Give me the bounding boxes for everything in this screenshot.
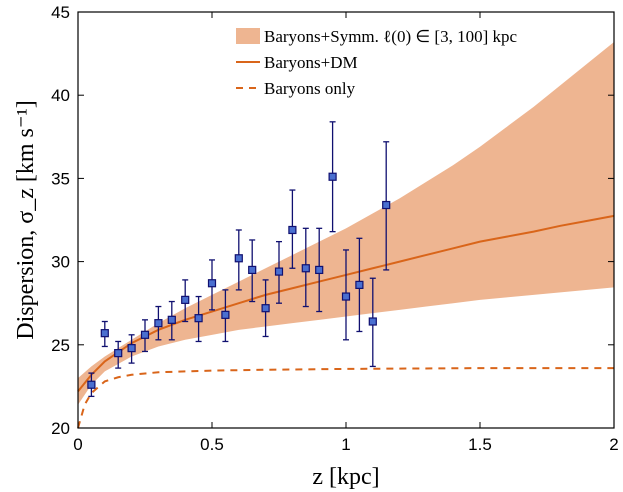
data-marker bbox=[127, 344, 136, 353]
data-marker bbox=[87, 380, 96, 389]
legend-label: Baryons+Symm. ℓ(0) ∈ [3, 100] kpc bbox=[264, 27, 517, 46]
x-tick-label: 1.5 bbox=[468, 435, 492, 454]
data-point bbox=[288, 189, 297, 269]
data-marker bbox=[221, 310, 230, 319]
data-marker bbox=[234, 254, 243, 263]
data-marker bbox=[355, 280, 364, 289]
data-point bbox=[114, 340, 123, 369]
data-point bbox=[194, 295, 203, 343]
symmetron-band bbox=[78, 41, 614, 405]
legend-item: Baryons+Symm. ℓ(0) ∈ [3, 100] kpc bbox=[236, 27, 517, 46]
data-marker bbox=[194, 314, 203, 323]
data-marker bbox=[207, 279, 217, 288]
data-marker bbox=[274, 267, 284, 276]
data-marker bbox=[315, 265, 324, 275]
data-marker bbox=[261, 304, 270, 313]
y-tick-label: 25 bbox=[51, 336, 70, 355]
legend-item: Baryons only bbox=[236, 79, 356, 98]
data-point bbox=[181, 279, 190, 323]
data-marker bbox=[154, 319, 163, 328]
data-point bbox=[382, 141, 391, 271]
x-tick-label: 0.5 bbox=[200, 435, 224, 454]
y-tick-label: 45 bbox=[51, 3, 70, 22]
y-tick-label: 20 bbox=[51, 419, 70, 438]
y-axis-title: Dispersion, σ_z [km s⁻¹] bbox=[13, 100, 39, 339]
y-tick-label: 40 bbox=[51, 86, 70, 105]
data-point bbox=[274, 240, 284, 304]
data-point bbox=[328, 121, 337, 233]
data-marker bbox=[181, 295, 190, 304]
data-point bbox=[355, 237, 364, 333]
legend-label: Baryons+DM bbox=[264, 53, 358, 72]
data-point bbox=[100, 320, 109, 348]
data-marker bbox=[114, 349, 123, 358]
data-marker bbox=[382, 200, 391, 210]
data-marker bbox=[100, 329, 109, 338]
data-point bbox=[315, 227, 324, 313]
data-point bbox=[87, 372, 96, 398]
data-marker bbox=[341, 292, 351, 301]
data-point bbox=[221, 289, 230, 343]
x-tick-label: 0 bbox=[73, 435, 82, 454]
data-marker bbox=[368, 317, 377, 326]
data-point bbox=[341, 249, 351, 341]
x-tick-label: 2 bbox=[609, 435, 618, 454]
legend-item: Baryons+DM bbox=[236, 53, 358, 72]
data-marker bbox=[167, 315, 176, 324]
data-marker bbox=[288, 225, 297, 235]
data-point bbox=[154, 305, 163, 341]
baryons-only-line bbox=[77, 367, 614, 429]
data-point bbox=[207, 259, 217, 311]
legend-label: Baryons only bbox=[264, 79, 356, 98]
data-point bbox=[301, 227, 310, 308]
data-point bbox=[167, 300, 176, 341]
data-point bbox=[248, 239, 257, 303]
data-point bbox=[261, 279, 270, 338]
data-point bbox=[368, 277, 377, 368]
data-point bbox=[127, 334, 136, 364]
x-tick-label: 1 bbox=[341, 435, 350, 454]
legend-swatch-band bbox=[236, 28, 260, 44]
x-axis-title: z [kpc] bbox=[312, 464, 379, 490]
data-point bbox=[234, 229, 243, 291]
data-marker bbox=[328, 172, 337, 181]
legend: Baryons+Symm. ℓ(0) ∈ [3, 100] kpc Baryons… bbox=[236, 27, 517, 98]
y-tick-label: 35 bbox=[51, 169, 70, 188]
data-marker bbox=[248, 265, 257, 275]
data-marker bbox=[140, 330, 150, 339]
y-tick-label: 30 bbox=[51, 253, 70, 272]
data-point bbox=[140, 319, 150, 353]
data-marker bbox=[301, 264, 310, 273]
